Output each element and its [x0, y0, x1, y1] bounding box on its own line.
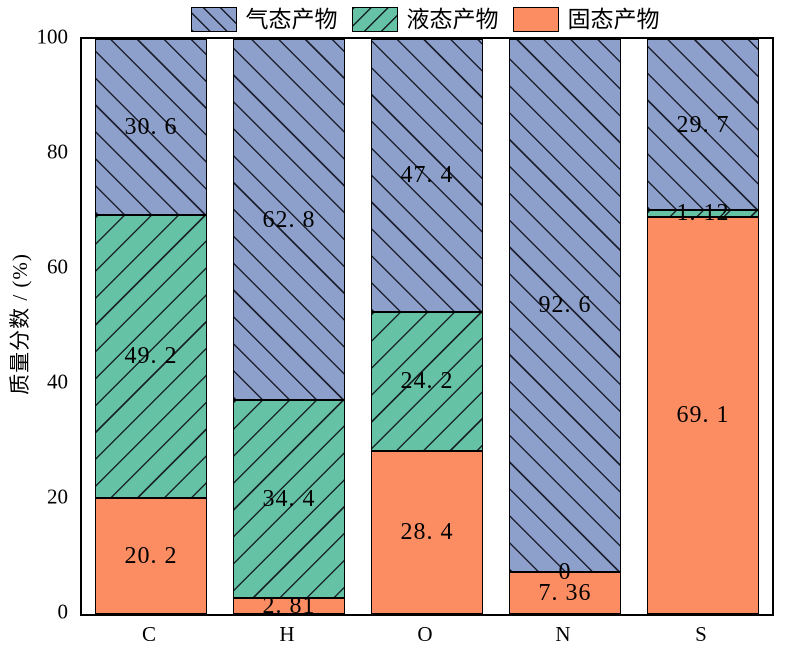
bar-segment-H-固态产物 — [233, 597, 345, 614]
bar-segment-H-液态产物 — [233, 400, 345, 598]
bar-segment-S-固态产物 — [647, 216, 759, 614]
legend-item-2: 液态产物 — [351, 6, 499, 32]
y-tick-label-20: 20 — [47, 484, 68, 509]
bar-segment-O-气态产物 — [371, 39, 483, 312]
bar-value-label: 24. 2 — [400, 368, 454, 395]
x-category-label-O: O — [417, 622, 433, 646]
bar-value-label: 69. 1 — [676, 402, 730, 429]
bar-value-label: 62. 8 — [262, 206, 316, 233]
bar-segment-O-液态产物 — [371, 311, 483, 451]
y-axis-title: 质量分数 / (%) — [8, 253, 32, 395]
bar-segment-C-液态产物 — [95, 214, 207, 498]
bar-segment-C-固态产物 — [95, 497, 207, 614]
bar-value-label: 49. 2 — [124, 343, 178, 370]
y-tick-label-60: 60 — [47, 254, 68, 279]
bar-value-label: 2. 81 — [262, 592, 316, 619]
legend-swatch-icon — [351, 6, 398, 32]
y-tick-label-100: 100 — [36, 24, 69, 49]
x-category-label-S: S — [695, 622, 707, 646]
legend-swatch-icon — [512, 6, 559, 32]
bar-value-label: 20. 2 — [124, 542, 178, 569]
bar-segment-C-气态产物 — [95, 39, 207, 215]
x-category-label-H: H — [279, 622, 295, 646]
y-tick-label-80: 80 — [47, 139, 68, 164]
y-tick-label-0: 0 — [57, 599, 69, 624]
bar-value-label: 29. 7 — [676, 111, 730, 138]
legend-swatch-icon — [190, 6, 237, 32]
x-category-label-C: C — [141, 622, 156, 646]
bar-value-label: 34. 4 — [262, 485, 316, 512]
legend-label: 固态产物 — [567, 6, 660, 32]
bar-segment-N-固态产物 — [509, 571, 621, 614]
bar-value-label: 92. 6 — [538, 292, 592, 319]
legend-label: 液态产物 — [406, 6, 499, 32]
bar-value-label: 28. 4 — [400, 519, 454, 546]
bar-segment-H-气态产物 — [233, 38, 345, 401]
bar-value-label: 0 — [558, 558, 572, 585]
bar-value-label: 1. 12 — [676, 200, 730, 227]
y-tick-label-40: 40 — [47, 369, 68, 394]
bar-segment-N-气态产物 — [509, 39, 621, 572]
legend-item-1: 气态产物 — [190, 6, 338, 32]
chart-legend: 气态产物 液态产物 固态产物 — [80, 2, 770, 36]
legend-item-3: 固态产物 — [512, 6, 660, 32]
x-category-label-N: N — [555, 622, 571, 646]
bar-segment-S-液态产物 — [647, 210, 759, 217]
bar-value-label: 30. 6 — [124, 113, 178, 140]
bar-value-label: 47. 4 — [400, 162, 454, 189]
bar-segment-S-气态产物 — [647, 39, 759, 211]
plot-area: 20. 2 49. 2 30. 6 2. 81 34. 4 62. 8 28. 4 24. 2… — [80, 37, 774, 619]
legend-label: 气态产物 — [245, 6, 338, 32]
bar-segment-O-固态产物 — [371, 450, 483, 614]
bar-value-label: 7. 36 — [538, 579, 592, 606]
